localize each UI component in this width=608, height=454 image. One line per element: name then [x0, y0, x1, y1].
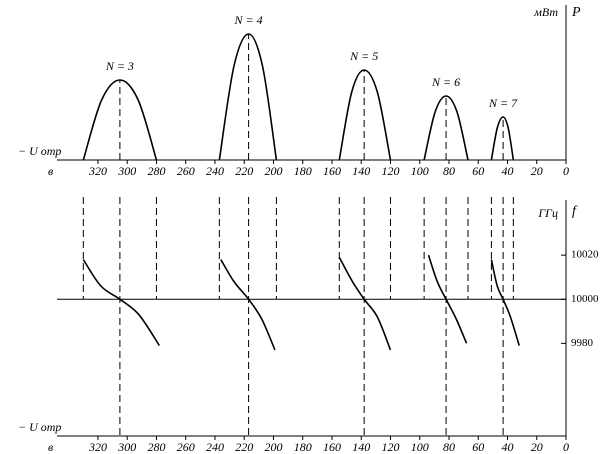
y-tick-label: 9980 — [571, 337, 594, 349]
x-tick-label: 180 — [294, 440, 312, 454]
x-tick-label: 160 — [323, 440, 341, 454]
x-tick-label: 140 — [352, 164, 370, 178]
x-tick-label: 0 — [563, 164, 569, 178]
x-tick-label: 260 — [177, 440, 195, 454]
x-tick-label: 320 — [88, 164, 107, 178]
x-tick-label: 300 — [117, 440, 136, 454]
x-tick-label: 20 — [531, 164, 543, 178]
x-tick-label: 60 — [472, 164, 484, 178]
x-tick-label: 40 — [501, 440, 513, 454]
x-tick-label: 0 — [563, 440, 569, 454]
x-tick-label: 300 — [117, 164, 136, 178]
x-tick-label: 160 — [323, 164, 341, 178]
x-tick-label: 100 — [411, 164, 429, 178]
y-axis-label: f — [572, 204, 578, 219]
x-axis-unit: в — [48, 164, 53, 178]
x-tick-label: 80 — [443, 164, 455, 178]
series-label: N = 5 — [349, 49, 378, 63]
x-tick-label: 20 — [531, 440, 543, 454]
x-axis-unit: в — [48, 440, 53, 454]
x-tick-label: 120 — [381, 164, 399, 178]
series-label: N = 3 — [105, 59, 134, 73]
x-tick-label: 40 — [501, 164, 513, 178]
y-tick-label: 10020 — [571, 249, 599, 261]
x-tick-label: 200 — [264, 440, 282, 454]
series-label: N = 7 — [488, 96, 518, 110]
y-axis-label: P — [571, 5, 581, 20]
x-tick-label: 240 — [206, 164, 224, 178]
x-tick-label: 180 — [294, 164, 312, 178]
x-tick-label: 60 — [472, 440, 484, 454]
x-tick-label: 200 — [264, 164, 282, 178]
x-tick-label: 140 — [352, 440, 370, 454]
x-tick-label: 260 — [177, 164, 195, 178]
y-axis-unit: ГГц — [537, 206, 558, 220]
series-label: N = 4 — [234, 13, 263, 27]
x-tick-label: 100 — [411, 440, 429, 454]
x-tick-label: 280 — [147, 164, 165, 178]
y-axis-unit: мВт — [533, 5, 558, 19]
y-tick-label: 10000 — [571, 293, 599, 305]
x-tick-label: 120 — [381, 440, 399, 454]
x-tick-label: 240 — [206, 440, 224, 454]
x-axis-label: − U отр — [18, 420, 61, 434]
x-tick-label: 280 — [147, 440, 165, 454]
x-tick-label: 320 — [88, 440, 107, 454]
x-tick-label: 220 — [235, 440, 253, 454]
x-tick-label: 80 — [443, 440, 455, 454]
x-tick-label: 220 — [235, 164, 253, 178]
x-axis-label: − U отр — [18, 144, 61, 158]
curve — [423, 95, 469, 161]
series-label: N = 6 — [431, 75, 460, 89]
curve — [490, 116, 515, 161]
